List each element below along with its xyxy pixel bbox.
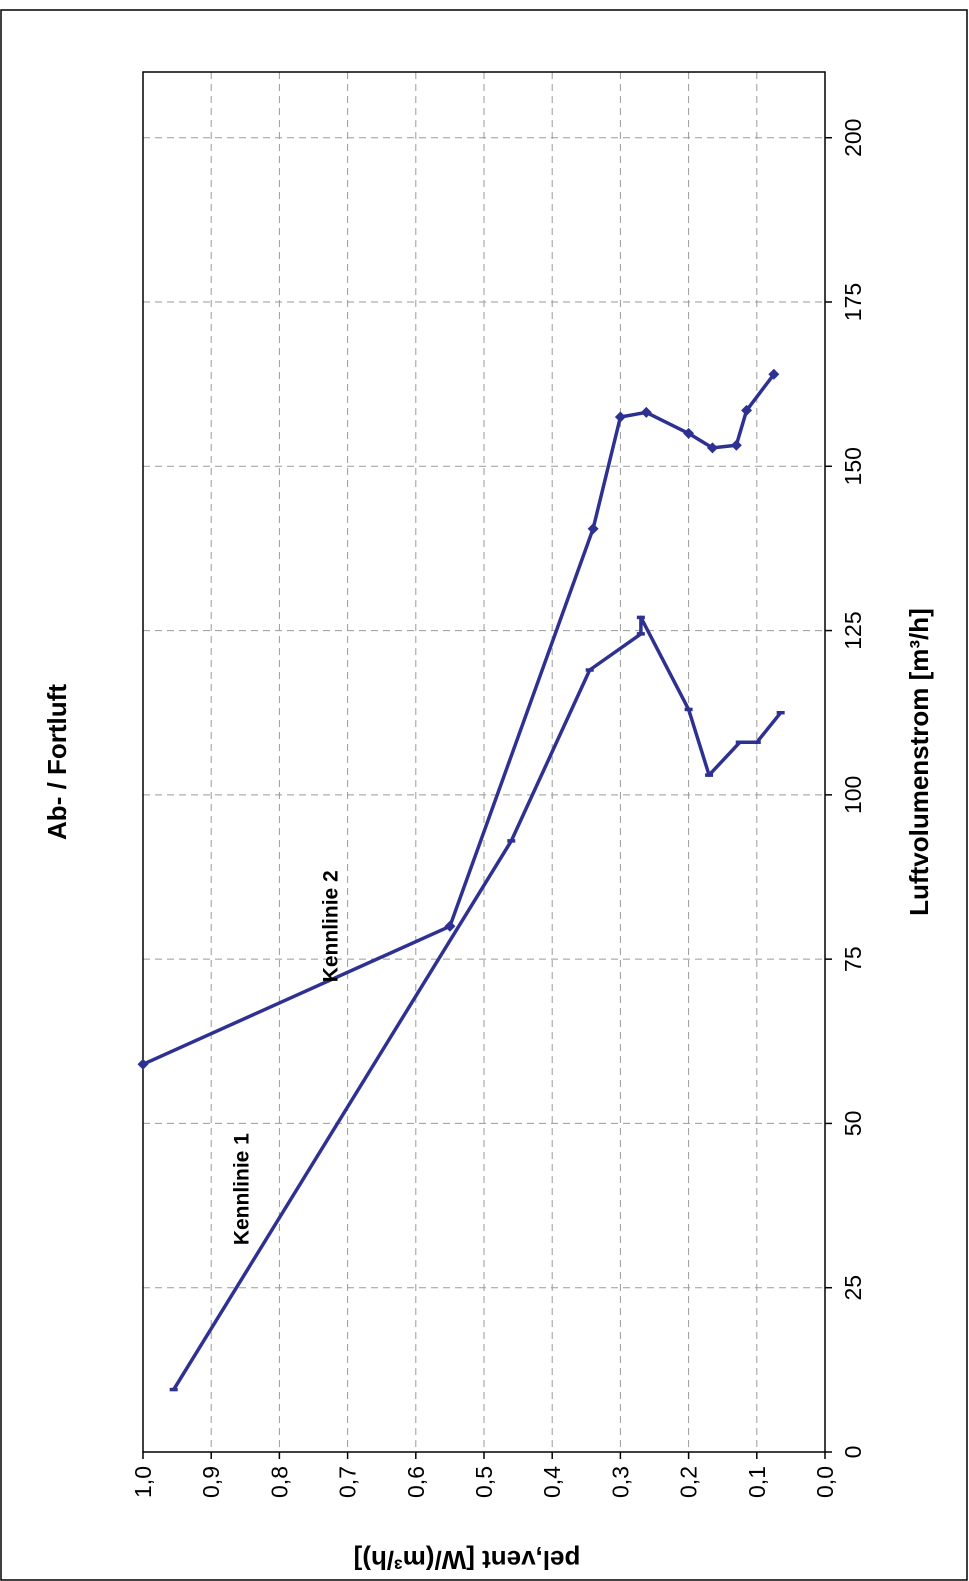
x-tick-label: 200 xyxy=(840,119,866,157)
kennlinie-1-line xyxy=(172,615,783,1391)
kennlinie-2-point xyxy=(614,411,626,423)
y-tick-label: 0,5 xyxy=(471,1466,497,1498)
y-tick-label: 1,0 xyxy=(130,1466,156,1498)
y-tick-label: 0,1 xyxy=(744,1466,770,1498)
tick-layer: 0 25 50 75 100 125 150 175 200 0,0 0,1 0,2 0,3 0,4 0,5… xyxy=(130,119,866,1498)
y-tick-label: 0,0 xyxy=(812,1466,838,1498)
y-tick-label: 0,7 xyxy=(335,1466,361,1498)
y-tick-label: 0,2 xyxy=(676,1466,702,1498)
kennlinie-2-label: Kennlinie 2 xyxy=(319,870,342,982)
kennlinie-2-point xyxy=(730,439,742,451)
x-tick-label: 0 xyxy=(840,1446,866,1459)
x-tick-label: 150 xyxy=(840,447,866,485)
kennlinie-2-point xyxy=(683,427,695,439)
y-tick-label: 0,8 xyxy=(266,1466,292,1498)
x-tick-label: 50 xyxy=(840,1111,866,1137)
y-tick-label: 0,9 xyxy=(198,1466,224,1498)
x-tick-label: 125 xyxy=(840,611,866,649)
kennlinie-2-point xyxy=(768,368,780,380)
kennlinie-2-point xyxy=(706,442,718,454)
y-axis-title: pel,vent [W/(m³/h)] xyxy=(354,1545,581,1575)
x-tick-label: 100 xyxy=(840,776,866,814)
kennlinie-2-point xyxy=(444,920,456,932)
series-layer xyxy=(137,368,785,1392)
kennlinie-1-label: Kennlinie 1 xyxy=(231,1133,254,1245)
x-tick-label: 25 xyxy=(840,1275,866,1301)
y-tick-label: 0,3 xyxy=(607,1466,633,1498)
grid-layer xyxy=(143,72,825,1452)
label-layer: Kennlinie 1 Kennlinie 2 xyxy=(231,870,343,1245)
x-tick-label: 175 xyxy=(840,283,866,321)
y-tick-label: 0,4 xyxy=(539,1466,565,1498)
kennlinie-2-point xyxy=(137,1058,149,1070)
kennlinie-2-line xyxy=(142,373,776,1066)
kennlinie-2-point xyxy=(640,406,652,418)
y-tick-label: 0,6 xyxy=(403,1466,429,1498)
x-tick-label: 75 xyxy=(840,946,866,972)
kennlinie-2-point xyxy=(587,523,599,535)
x-axis-title: Luftvolumenstrom [m³/h] xyxy=(904,608,934,916)
kennlinie-2-point xyxy=(741,404,753,416)
chart-title: Ab- / Fortluft xyxy=(42,684,72,840)
